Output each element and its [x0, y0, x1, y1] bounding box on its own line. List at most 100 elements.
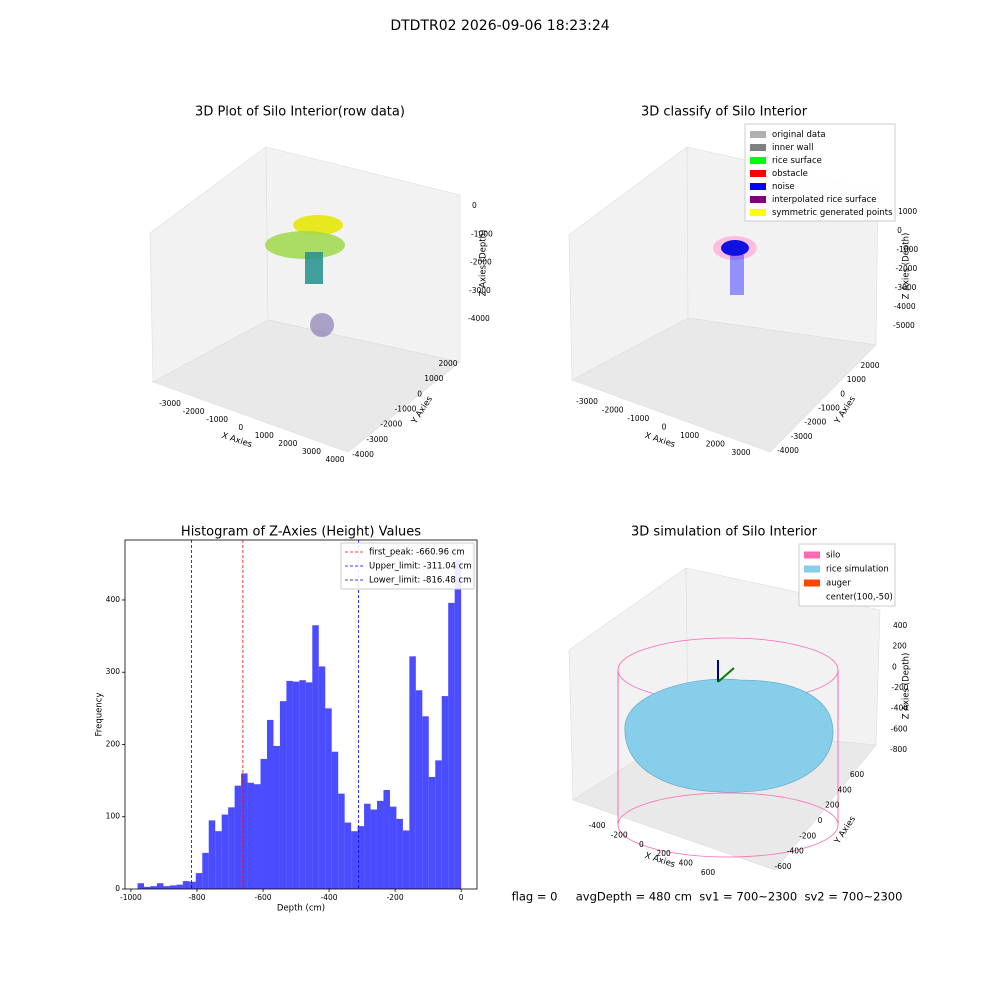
legend-label: original data — [772, 130, 826, 140]
x-axis-label: Depth (cm) — [277, 904, 325, 914]
y-tick-label: -600 — [774, 862, 791, 871]
rice-surface — [624, 678, 834, 793]
x-tick-label: 0 — [662, 423, 667, 432]
bar — [428, 777, 436, 889]
bar — [176, 884, 183, 889]
cloud — [730, 255, 744, 295]
bar — [422, 716, 429, 889]
z-tick-label: -5000 — [893, 321, 915, 330]
legend-swatch — [804, 579, 820, 587]
legend-label: auger — [826, 579, 851, 589]
bar — [266, 719, 274, 889]
bar — [247, 782, 255, 889]
bar — [383, 790, 390, 889]
x-tick-label: 400 — [679, 859, 694, 868]
y-tick-label: 200 — [106, 739, 121, 748]
bar — [338, 793, 345, 889]
legend-label: symmetric generated points — [772, 208, 893, 218]
x-tick-label: -200 — [387, 893, 404, 902]
auger — [717, 667, 735, 683]
bar — [202, 852, 209, 889]
bar — [215, 831, 222, 889]
panes-1 — [149, 146, 461, 453]
z-tick-label: -1000 — [471, 229, 493, 238]
y-tick-label: 0 — [818, 816, 823, 825]
bar — [305, 682, 313, 889]
bar — [454, 560, 462, 889]
cloud — [721, 240, 749, 256]
legend-swatch — [750, 144, 766, 151]
chart-title: 3D classify of Silo Interior — [641, 105, 808, 120]
bar — [228, 807, 235, 889]
panes-4 — [568, 567, 881, 871]
bar — [299, 680, 306, 889]
x-tick-label: 1000 — [255, 431, 274, 440]
y-tick-label: -1000 — [395, 405, 417, 414]
z-axis-label: Z Axies (Depth) — [479, 230, 489, 297]
bar — [344, 822, 352, 889]
x-tick-label: -2000 — [602, 406, 624, 415]
legend-label: inner wall — [772, 143, 813, 153]
z-tick-label: 0 — [892, 662, 897, 671]
pane — [152, 319, 461, 453]
z-tick-label: -3000 — [895, 283, 917, 292]
y-tick-label: 200 — [825, 801, 840, 810]
legend-label: Upper_limit: -311.04 cm — [369, 562, 472, 572]
z-tick-label: -400 — [891, 704, 908, 713]
y-tick-label: 0 — [417, 389, 422, 398]
chart-title: Histogram of Z-Axies (Height) Values — [181, 525, 421, 540]
y-tick-label: -3000 — [366, 435, 388, 444]
z-axis-label: Z Axies (Depth) — [902, 653, 912, 720]
bar — [221, 814, 229, 889]
z-tick-label: -2000 — [896, 264, 918, 273]
bar — [370, 809, 378, 889]
legend-label: obstacle — [772, 169, 808, 179]
legend-label: rice simulation — [826, 565, 889, 575]
legend-label: noise — [772, 182, 795, 192]
bar — [273, 745, 280, 889]
legend-label: silo — [826, 551, 840, 561]
z-tick-label: -2000 — [470, 258, 492, 267]
legend-swatch — [804, 551, 820, 559]
legend-label: center(100,-50) — [826, 593, 893, 603]
figure-title: DTDTR02 2026-09-06 18:23:24 — [390, 18, 609, 34]
x-tick-label: -3000 — [576, 397, 598, 406]
x-tick-label: -200 — [611, 830, 628, 839]
legend-swatch — [750, 131, 766, 138]
bar — [409, 656, 416, 889]
z-tick-label: 400 — [893, 621, 908, 630]
legend-swatch — [750, 183, 766, 190]
x-tick-label: 2000 — [278, 439, 297, 448]
bar — [331, 751, 339, 889]
y-tick-label: 1000 — [424, 374, 443, 383]
y-tick-label: -200 — [799, 831, 816, 840]
y-tick-label: -400 — [787, 847, 804, 856]
y-tick-label: -2000 — [804, 418, 826, 427]
bar — [163, 886, 170, 889]
bar — [144, 886, 151, 889]
y-tick-label: 0 — [840, 389, 845, 398]
y-axis-label: Frequency — [95, 693, 105, 737]
bar — [389, 806, 397, 889]
legend-swatch — [804, 565, 820, 573]
legend-label: first_peak: -660.96 cm — [369, 548, 465, 558]
x-tick-label: -3000 — [159, 399, 181, 408]
x-tick-label: 0 — [459, 893, 464, 902]
z-tick-label: 1000 — [898, 207, 917, 216]
legend-label: Lower_limit: -816.48 cm — [369, 576, 471, 586]
y-tick-label: 1000 — [847, 375, 866, 384]
bar — [351, 831, 358, 889]
legend-label: rice surface — [772, 156, 822, 166]
legend-swatch — [750, 196, 766, 203]
bar — [260, 758, 267, 889]
x-tick-label: 3000 — [731, 448, 750, 457]
footer: flag = 0 avgDepth = 480 cm sv1 = 700~230… — [512, 890, 903, 904]
y-tick-label: -3000 — [791, 432, 813, 441]
z-tick-label: -800 — [890, 745, 907, 754]
bar — [195, 873, 203, 889]
x-tick-label: 4000 — [325, 455, 344, 464]
z-tick-label: -200 — [892, 683, 909, 692]
z-tick-label: -4000 — [894, 302, 916, 311]
bar — [279, 701, 287, 889]
bar — [377, 800, 384, 889]
